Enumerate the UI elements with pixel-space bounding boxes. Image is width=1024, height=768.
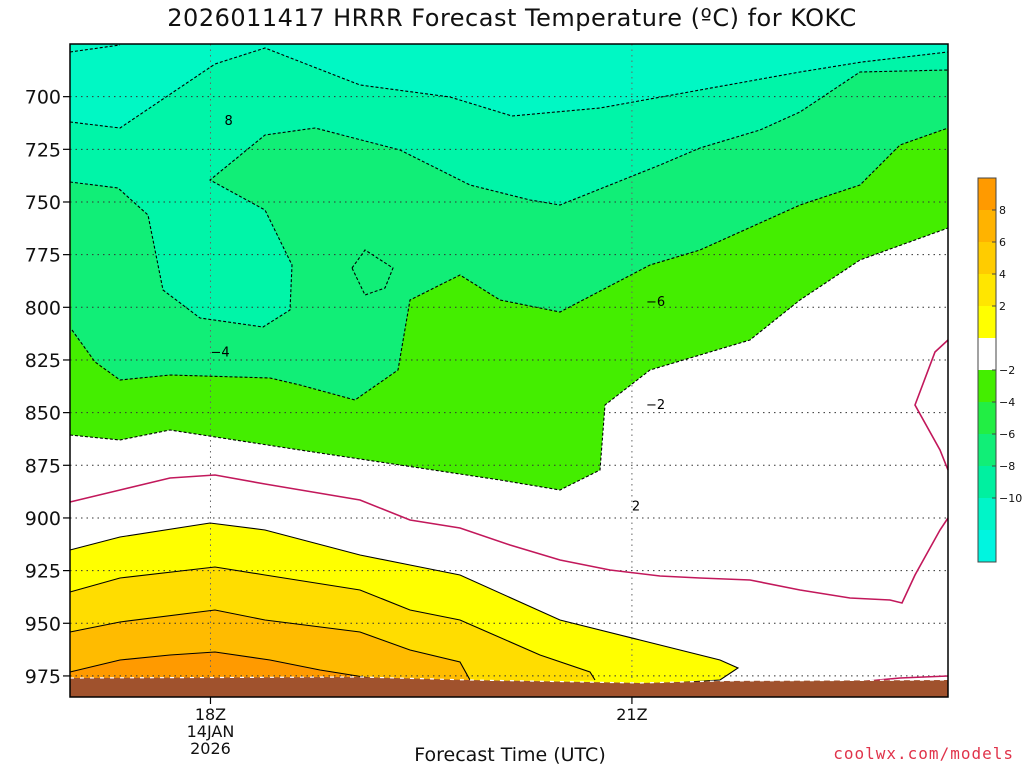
contour-minus8-bubble [69,69,949,328]
credit-text: coolwx.com/models [833,744,1014,763]
colorbar-label: 8 [999,204,1006,217]
colorbar-label: −8 [999,460,1015,473]
x-tick-sublabel: 14JAN [187,722,235,741]
y-tick-label: 900 [25,508,61,530]
y-tick-label: 750 [25,192,61,214]
contour-label: −6 [646,295,665,310]
colorbar-segment [978,370,996,403]
colorbar-label: −6 [999,428,1015,441]
y-tick-label: 800 [25,297,61,319]
colorbar-segment [978,210,996,243]
contour-plus4 [69,566,596,681]
contour-zero-right [914,339,949,471]
x-tick-label: 21Z [616,705,647,724]
y-tick-label: 775 [25,245,61,267]
contour-zero-upper [69,474,949,604]
ground-surface-line [69,676,949,684]
colorbar-segment [978,530,996,563]
contour-plus6 [69,609,471,681]
colorbar-segment [978,402,996,435]
colorbar-segment [978,242,996,275]
colorbar-segment [978,178,996,211]
region-below-minus10 [70,44,948,128]
region-minus2-minus4 [70,128,948,490]
contour-minus6 [71,127,949,401]
colorbar-label: −2 [999,364,1015,377]
contour-label: 8 [225,114,233,129]
contour-minus8-top [69,47,949,129]
contour-minus8-island [351,249,394,296]
chart-title: 2026011417 HRRR Forecast Temperature (ºC… [167,4,857,32]
y-tick-label: 700 [25,87,61,109]
colorbar-label: 2 [999,300,1006,313]
colorbar-segment [978,274,996,307]
y-tick-label: 875 [25,455,61,477]
contour-plus2 [69,522,740,686]
ground-terrain [70,677,948,697]
region-minus8-minus10 [70,44,948,327]
y-tick-label: 925 [25,561,61,583]
x-tick-label: 18Z [195,705,226,724]
y-tick-label: 950 [25,613,61,635]
y-tick-label: 825 [25,350,61,372]
colorbar-label: −4 [999,396,1015,409]
y-tick-label: 850 [25,403,61,425]
x-tick-sublabel: 2026 [190,739,231,758]
plot-frame [69,43,949,698]
contour-minus4 [69,227,949,491]
x-axis-label: Forecast Time (UTC) [414,744,606,766]
colorbar-label: 6 [999,236,1006,249]
colorbar-segment [978,498,996,531]
contour-label: −4 [210,346,229,361]
colorbar-label: −10 [999,492,1022,505]
contour-minus10 [69,44,121,53]
region-above-plus8 [70,652,370,680]
y-tick-label: 725 [25,139,61,161]
contour-plus8 [69,651,371,679]
colorbar-segment [978,466,996,499]
y-tick-label: 975 [25,666,61,688]
contour-label: −2 [646,398,665,413]
colorbar-segment [978,306,996,339]
colorbar-label: 4 [999,268,1006,281]
contour-label: 2 [632,499,640,514]
colorbar-segment [978,434,996,467]
colorbar-segment [978,338,996,371]
